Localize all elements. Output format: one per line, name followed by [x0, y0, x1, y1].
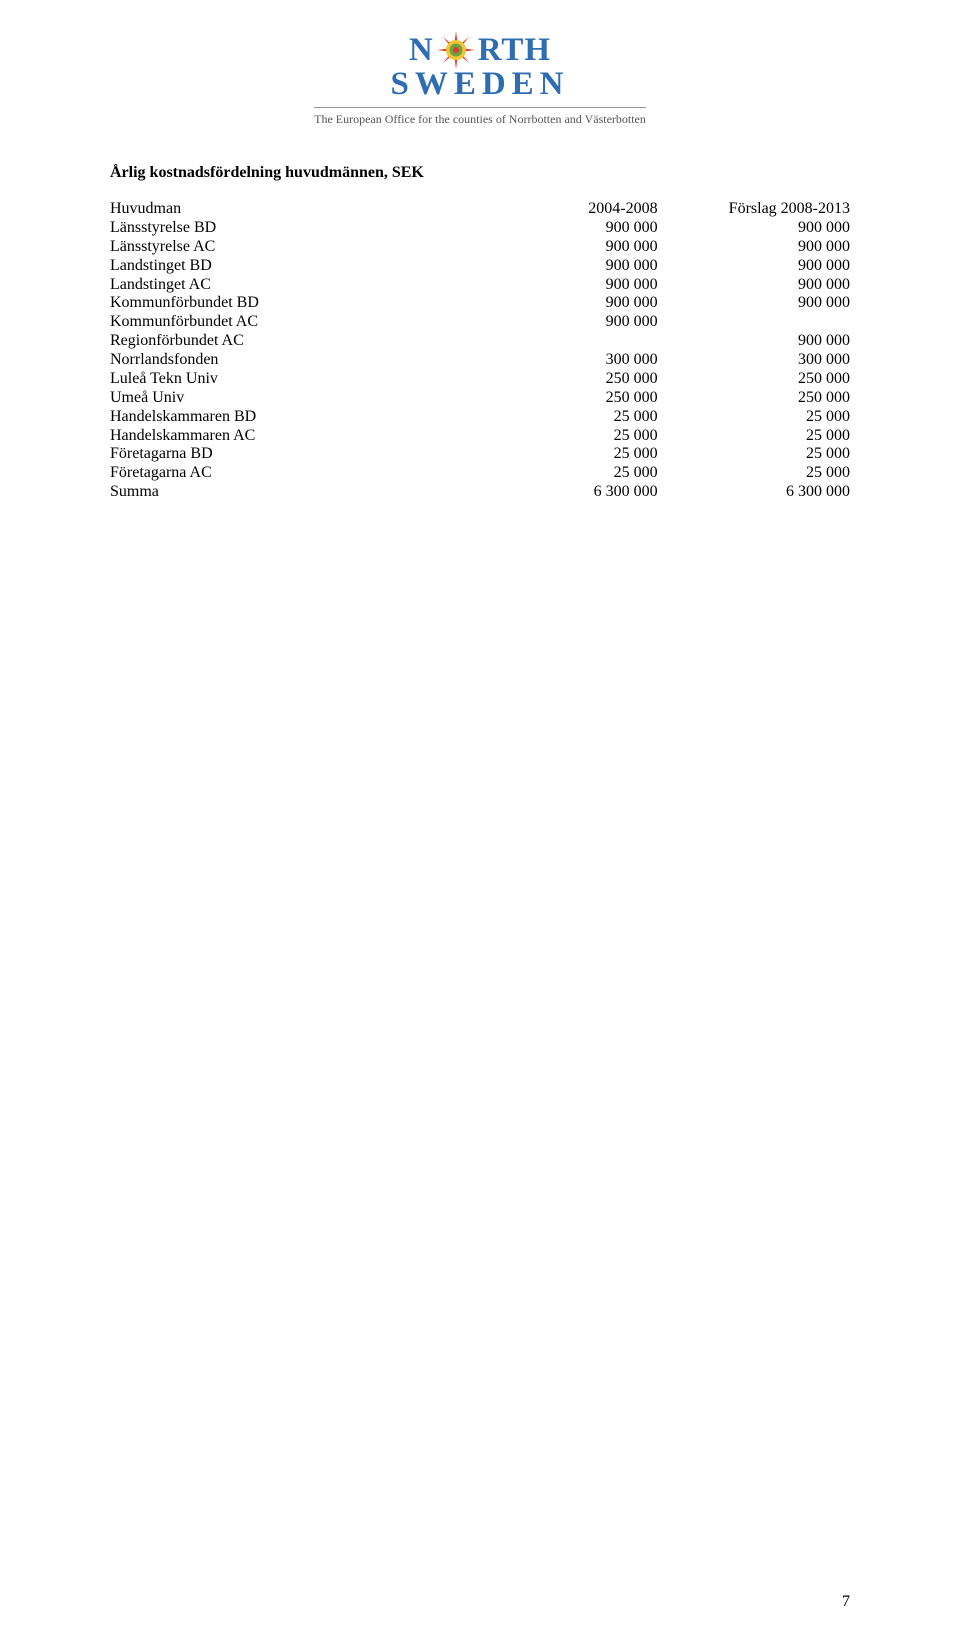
- row-value-2004-2008: 250 000: [465, 370, 657, 389]
- row-label: Kommunförbundet BD: [110, 294, 465, 313]
- logo-top-row: N: [314, 30, 646, 70]
- row-value-2004-2008: 900 000: [465, 238, 657, 257]
- row-value-2008-2013: 25 000: [658, 464, 850, 483]
- col-header-label: Huvudman: [110, 200, 465, 219]
- section-heading: Årlig kostnadsfördelning huvudmännen, SE…: [110, 164, 850, 182]
- table-row: Landstinget AC900 000900 000: [110, 276, 850, 295]
- row-value-2004-2008: 900 000: [465, 294, 657, 313]
- table-row: Landstinget BD900 000900 000: [110, 257, 850, 276]
- table-row: Umeå Univ250 000250 000: [110, 389, 850, 408]
- logo: N: [314, 30, 646, 127]
- row-label: Luleå Tekn Univ: [110, 370, 465, 389]
- row-value-2004-2008: 900 000: [465, 257, 657, 276]
- row-label: Företagarna BD: [110, 445, 465, 464]
- row-label: Landstinget BD: [110, 257, 465, 276]
- row-value-2004-2008: 25 000: [465, 464, 657, 483]
- table-row: Handelskammaren BD25 00025 000: [110, 408, 850, 427]
- row-value-2004-2008: 250 000: [465, 389, 657, 408]
- compass-sun-icon: [436, 30, 476, 70]
- row-value-2004-2008: 900 000: [465, 313, 657, 332]
- table-row: Företagarna BD25 00025 000: [110, 445, 850, 464]
- logo-letter-left: N: [409, 32, 434, 69]
- row-value-2008-2013: 25 000: [658, 408, 850, 427]
- row-label: Kommunförbundet AC: [110, 313, 465, 332]
- row-value-2004-2008: 900 000: [465, 219, 657, 238]
- row-value-2008-2013: 300 000: [658, 351, 850, 370]
- summary-label: Summa: [110, 483, 465, 502]
- row-value-2004-2008: 900 000: [465, 276, 657, 295]
- summary-v2: 6 300 000: [658, 483, 850, 502]
- row-value-2004-2008: [465, 332, 657, 351]
- row-value-2008-2013: 900 000: [658, 294, 850, 313]
- row-label: Landstinget AC: [110, 276, 465, 295]
- table-row: Luleå Tekn Univ250 000250 000: [110, 370, 850, 389]
- table-header-row: Huvudman 2004-2008 Förslag 2008-2013: [110, 200, 850, 219]
- table-row: Regionförbundet AC 900 000: [110, 332, 850, 351]
- row-label: Företagarna AC: [110, 464, 465, 483]
- row-label: Norrlandsfonden: [110, 351, 465, 370]
- row-value-2004-2008: 25 000: [465, 445, 657, 464]
- row-label: Länsstyrelse AC: [110, 238, 465, 257]
- col-header-2004-2008: 2004-2008: [465, 200, 657, 219]
- table-row: Handelskammaren AC25 00025 000: [110, 427, 850, 446]
- row-value-2008-2013: 900 000: [658, 238, 850, 257]
- table-row: Norrlandsfonden300 000300 000: [110, 351, 850, 370]
- logo-letter-right: RTH: [478, 32, 551, 69]
- row-value-2008-2013: 25 000: [658, 427, 850, 446]
- table-summary-row: Summa 6 300 000 6 300 000: [110, 483, 850, 502]
- row-label: Umeå Univ: [110, 389, 465, 408]
- col-header-2008-2013: Förslag 2008-2013: [658, 200, 850, 219]
- row-value-2008-2013: 25 000: [658, 445, 850, 464]
- summary-v1: 6 300 000: [465, 483, 657, 502]
- row-label: Handelskammaren BD: [110, 408, 465, 427]
- row-value-2004-2008: 25 000: [465, 427, 657, 446]
- logo-block: N: [110, 30, 850, 128]
- row-value-2004-2008: 25 000: [465, 408, 657, 427]
- logo-tagline: The European Office for the counties of …: [314, 107, 646, 127]
- row-value-2008-2013: 250 000: [658, 370, 850, 389]
- row-value-2008-2013: 900 000: [658, 276, 850, 295]
- row-value-2008-2013: 900 000: [658, 332, 850, 351]
- row-value-2008-2013: 250 000: [658, 389, 850, 408]
- page: N: [0, 0, 960, 1641]
- logo-sweden: SWEDEN: [314, 66, 646, 103]
- cost-table: Huvudman 2004-2008 Förslag 2008-2013 Län…: [110, 200, 850, 502]
- row-label: Regionförbundet AC: [110, 332, 465, 351]
- table-row: Kommunförbundet BD900 000900 000: [110, 294, 850, 313]
- row-value-2008-2013: 900 000: [658, 219, 850, 238]
- row-value-2004-2008: 300 000: [465, 351, 657, 370]
- page-number: 7: [842, 1593, 850, 1611]
- table-row: Kommunförbundet AC900 000: [110, 313, 850, 332]
- row-value-2008-2013: [658, 313, 850, 332]
- table-row: Länsstyrelse BD900 000900 000: [110, 219, 850, 238]
- table-row: Länsstyrelse AC900 000900 000: [110, 238, 850, 257]
- row-label: Handelskammaren AC: [110, 427, 465, 446]
- row-label: Länsstyrelse BD: [110, 219, 465, 238]
- table-row: Företagarna AC25 00025 000: [110, 464, 850, 483]
- row-value-2008-2013: 900 000: [658, 257, 850, 276]
